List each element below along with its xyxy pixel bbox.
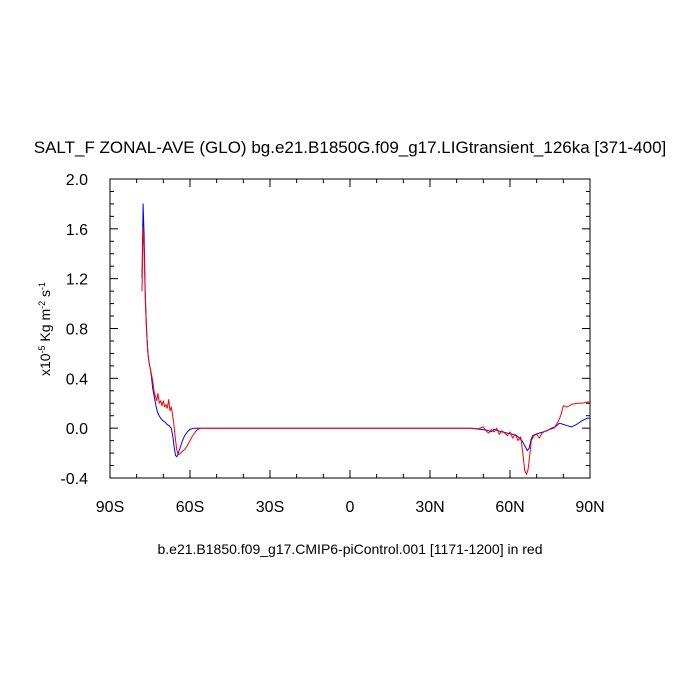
x-tick-label: 30S <box>256 499 284 516</box>
plot-axes <box>109 178 591 479</box>
x-tick-label: 0 <box>346 499 355 516</box>
x-tick-label: 90N <box>575 499 604 516</box>
y-tick-label: 1.2 <box>66 272 88 289</box>
y-tick-label: 0.8 <box>66 322 88 339</box>
y-label-text: Kg m <box>37 309 53 346</box>
y-tick-label: 0.0 <box>66 421 88 438</box>
x-tick-label: 30N <box>415 499 444 516</box>
x-tick-label: 60S <box>176 499 204 516</box>
y-label-exponent: -5 <box>37 345 47 353</box>
chart-title: SALT_F ZONAL-AVE (GLO) bg.e21.B1850G.f09… <box>33 138 667 157</box>
y-label-exponent: -1 <box>37 282 47 290</box>
y-label-exponent: -2 <box>37 301 47 309</box>
x-tick-label: 90S <box>96 499 124 516</box>
y-axis-label: x10-5 Kg m-2 s-1 <box>37 282 53 376</box>
y-label-text: x10 <box>37 353 53 376</box>
x-tick-label: 60N <box>495 499 524 516</box>
y-tick-label: 2.0 <box>66 172 88 189</box>
y-tick-label: 1.6 <box>66 222 88 239</box>
x-axis-label: b.e21.B1850.f09_g17.CMIP6-piControl.001 … <box>157 541 543 557</box>
series-layer <box>141 203 590 475</box>
y-tick-label: -0.4 <box>60 471 88 488</box>
ticks-layer: 90S 60S 30S 0 30N 60N 90N -0.4 0.0 0.4 0.8 1.2 1.6 2.… <box>60 172 604 516</box>
series-line-red <box>141 228 590 475</box>
y-tick-label: 0.4 <box>66 371 88 388</box>
plot-frame <box>109 178 591 479</box>
y-label-text: s <box>37 290 53 301</box>
series-line-blue <box>141 203 590 458</box>
